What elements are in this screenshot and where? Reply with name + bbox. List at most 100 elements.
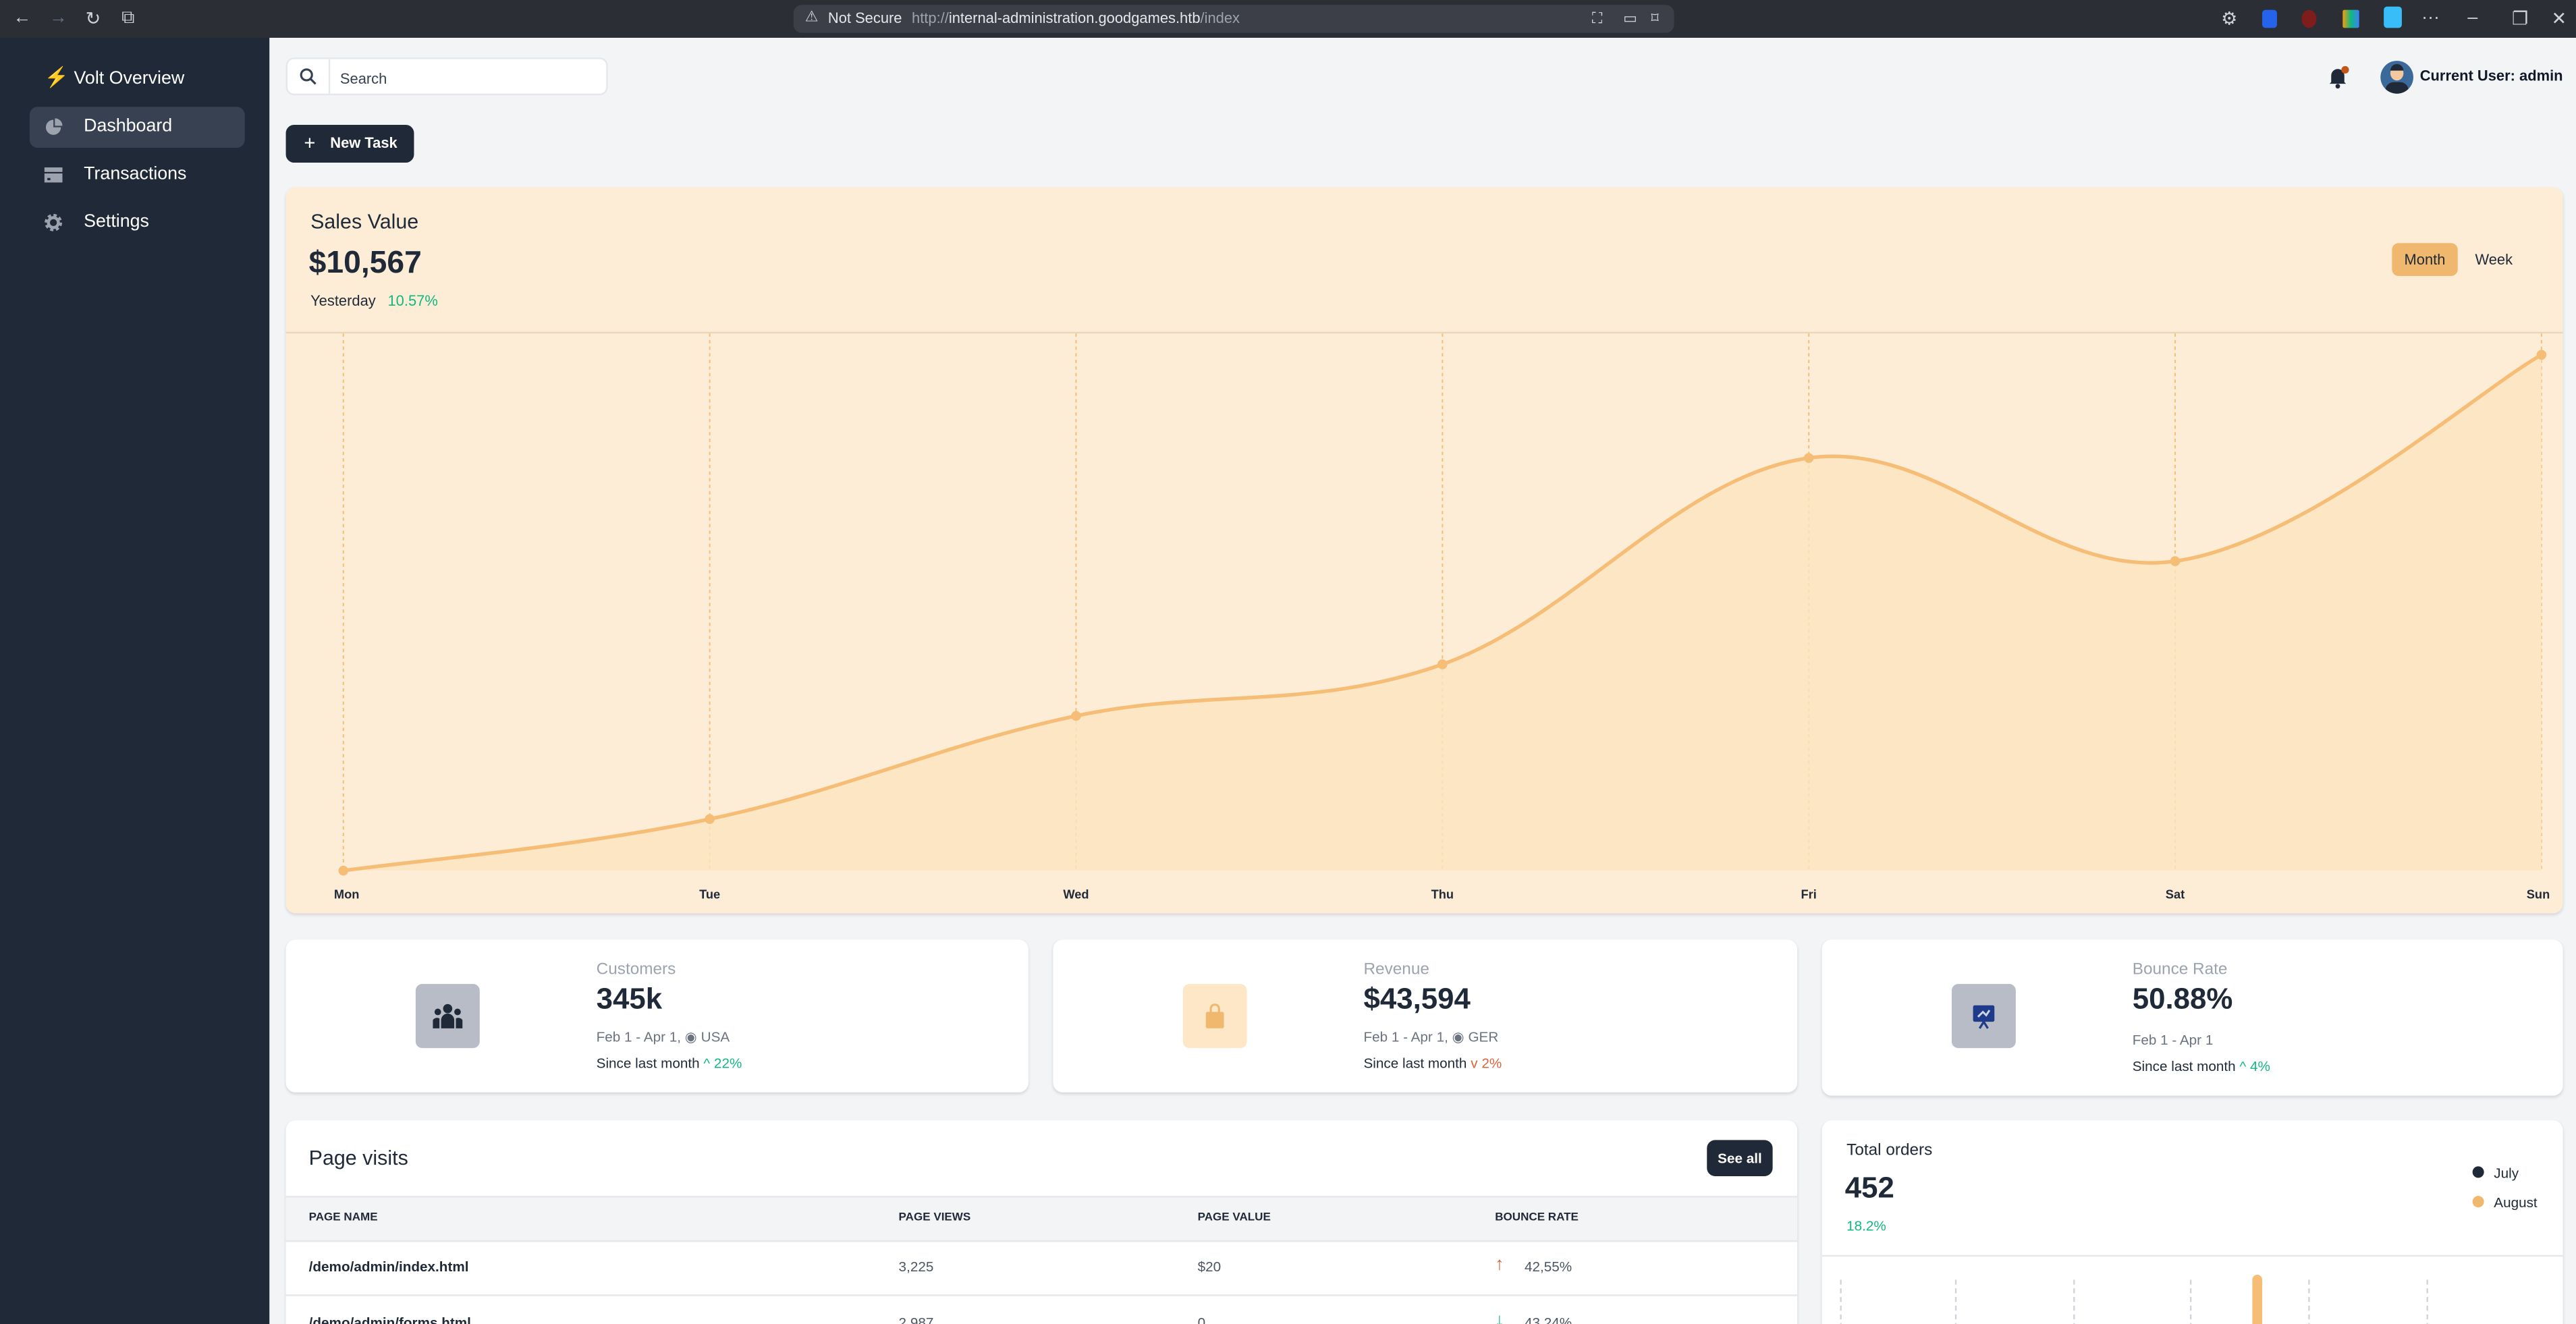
- see-all-button[interactable]: See all: [1707, 1140, 1773, 1176]
- page-name: /demo/admin/forms.html: [308, 1314, 471, 1324]
- x-tick-label: Mon: [334, 887, 360, 902]
- stat-range: Feb 1 - Apr 1, ◉ GER: [1363, 1028, 1499, 1045]
- card-title: Total orders: [1846, 1141, 1933, 1160]
- sidebar-item-dashboard[interactable]: Dashboard: [29, 107, 245, 148]
- column-header[interactable]: PAGE VALUE: [1197, 1212, 1271, 1224]
- translate-icon[interactable]: ⛶: [1591, 9, 1603, 26]
- page-views: 3,225: [898, 1258, 934, 1275]
- bounce-rate: 42,55%: [1525, 1258, 1572, 1275]
- bounce-rate: 43.24%: [1525, 1314, 1572, 1324]
- icon-box: [1951, 984, 2016, 1049]
- area-fill: [343, 354, 2542, 871]
- address-bar[interactable]: ⚠ Not Secure http://internal-administrat…: [793, 5, 1674, 33]
- bounce-rate-card: Bounce Rate 50.88% Feb 1 - Apr 1 Since l…: [1821, 939, 2563, 1096]
- bell-icon[interactable]: [2328, 65, 2349, 89]
- minimize-icon[interactable]: –: [2467, 8, 2478, 28]
- data-point: [1071, 711, 1081, 721]
- grid-line: [2426, 1279, 2428, 1324]
- column-header[interactable]: PAGE VIEWS: [898, 1212, 971, 1224]
- presentation-chart-icon: [1973, 1005, 1995, 1029]
- extensions-icon[interactable]: ⚙: [2221, 9, 2238, 30]
- tabs-icon[interactable]: ⧉: [121, 8, 135, 28]
- users-icon: [433, 1003, 463, 1028]
- extension-grid-icon[interactable]: [2342, 9, 2359, 28]
- stat-range: Feb 1 - Apr 1, ◉ USA: [596, 1028, 730, 1045]
- divider: [1821, 1254, 2563, 1257]
- lightning-icon: ⚡: [44, 65, 70, 89]
- back-icon[interactable]: ←: [13, 8, 32, 28]
- page-value: 0: [1197, 1314, 1206, 1324]
- month-toggle-button[interactable]: Month: [2392, 243, 2458, 276]
- legend-august: August: [2494, 1194, 2538, 1211]
- search-input[interactable]: [337, 63, 590, 92]
- x-tick-label: Wed: [1063, 887, 1089, 902]
- stat-since: Since last month ^ 4%: [2132, 1057, 2270, 1075]
- stat-since: Since last month v 2%: [1363, 1054, 1502, 1072]
- brand-title[interactable]: Volt Overview: [74, 69, 185, 89]
- sidebar-item-label: Transactions: [84, 164, 187, 184]
- globe-icon: ◉: [1452, 1028, 1464, 1045]
- globe-icon: ◉: [684, 1028, 697, 1045]
- close-icon[interactable]: ✕: [2551, 9, 2567, 30]
- stat-value: 50.88%: [2132, 982, 2233, 1016]
- bookmark-icon[interactable]: ⌑: [1651, 9, 1659, 26]
- week-toggle-button[interactable]: Week: [2475, 251, 2513, 268]
- legend-july: July: [2494, 1164, 2519, 1182]
- total-orders-card: Total orders 452 18.2% July August: [1821, 1120, 2563, 1324]
- sidebar-item-transactions[interactable]: Transactions: [30, 155, 245, 196]
- page-value: $20: [1197, 1258, 1222, 1275]
- refresh-icon[interactable]: ↻: [85, 9, 101, 30]
- x-tick-label: Sun: [2527, 887, 2550, 902]
- arrow-up-icon: ↑: [1495, 1254, 1504, 1275]
- data-point: [2536, 350, 2547, 360]
- orders-value: 452: [1844, 1171, 1894, 1205]
- current-user-label[interactable]: Current User: admin: [2419, 67, 2563, 84]
- legend-dot-july: [2472, 1166, 2484, 1178]
- grid-line: [2073, 1279, 2075, 1324]
- maximize-icon[interactable]: ❐: [2512, 9, 2529, 30]
- column-header[interactable]: BOUNCE RATE: [1495, 1212, 1579, 1224]
- sidebar-item-label: Settings: [84, 212, 149, 232]
- chevron-down-icon: v: [1471, 1054, 1478, 1072]
- revenue-card: Revenue $43,594 Feb 1 - Apr 1, ◉ GER Sin…: [1053, 939, 1798, 1093]
- sidebar: ⚡ Volt Overview Dashboard Transactions S…: [0, 37, 270, 1324]
- column-header[interactable]: PAGE NAME: [308, 1212, 378, 1224]
- grid-line: [2189, 1279, 2192, 1324]
- plus-icon: +: [304, 131, 316, 155]
- data-point: [1803, 453, 1814, 463]
- url-text: http://internal-administration.goodgames…: [912, 9, 1240, 26]
- table-row: /demo/admin/index.html 3,225 $20 ↑ 42,55…: [285, 1240, 1798, 1296]
- sidebar-item-settings[interactable]: Settings: [30, 202, 245, 243]
- browser-toolbar: ← → ↻ ⧉ ⚠ Not Secure http://internal-adm…: [0, 0, 2576, 38]
- arrow-down-icon: ↓: [1495, 1311, 1504, 1324]
- orders-bar-august: [2252, 1275, 2263, 1324]
- x-tick-label: Fri: [1801, 887, 1817, 902]
- new-task-button[interactable]: + New Task: [285, 125, 414, 163]
- icon-box: [415, 984, 480, 1049]
- change-percent: 10.57%: [387, 292, 438, 309]
- extension-fox-icon[interactable]: [2384, 6, 2402, 28]
- extension-shield-icon[interactable]: [2262, 9, 2277, 28]
- sidebar-item-label: Dashboard: [84, 116, 173, 137]
- data-point: [705, 814, 715, 825]
- chevron-up-icon: ^: [703, 1054, 711, 1072]
- search-icon[interactable]: [299, 67, 317, 86]
- icon-box: [1182, 984, 1247, 1049]
- x-tick-label: Thu: [1431, 887, 1454, 902]
- legend-dot-august: [2472, 1196, 2484, 1208]
- grid-line: [1954, 1279, 1957, 1324]
- grid-line: [1840, 1279, 1842, 1324]
- data-point: [2170, 556, 2181, 566]
- card-title: Page visits: [308, 1147, 408, 1170]
- extension-ublock-icon[interactable]: [2301, 9, 2317, 28]
- avatar[interactable]: [2380, 61, 2413, 94]
- chevron-up-icon: ^: [2239, 1057, 2247, 1075]
- stat-value: $43,594: [1363, 982, 1471, 1016]
- stat-title: Bounce Rate: [2132, 961, 2228, 979]
- menu-icon[interactable]: ···: [2421, 8, 2440, 28]
- reader-icon[interactable]: ▭: [1623, 9, 1637, 26]
- sales-value: $10,567: [308, 246, 422, 281]
- forward-icon[interactable]: →: [49, 8, 67, 28]
- sales-chart: Mon Tue Wed Thu Fri Sat Sun: [334, 333, 2550, 902]
- data-point: [1437, 659, 1448, 669]
